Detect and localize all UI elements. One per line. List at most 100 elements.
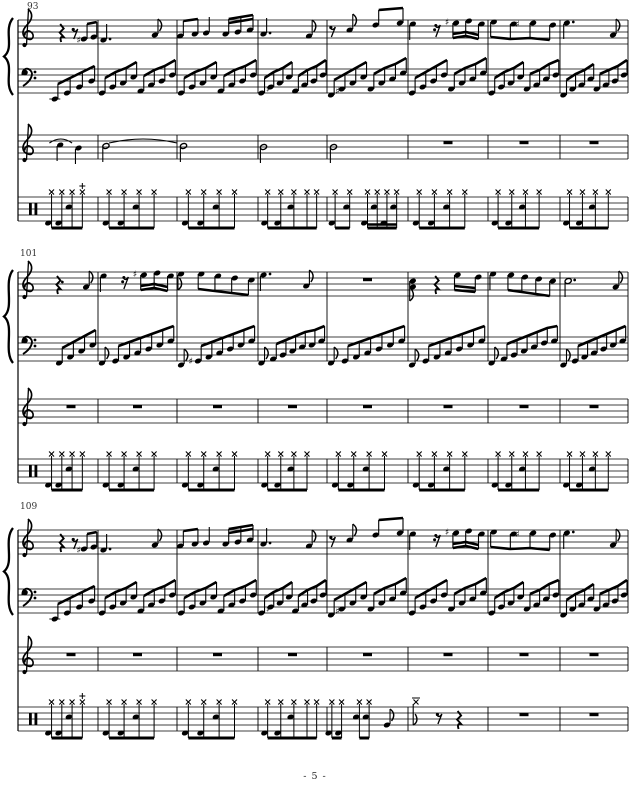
svg-text:♯: ♯	[133, 270, 137, 280]
measure	[133, 653, 142, 657]
treble-clef-icon	[22, 518, 34, 558]
percussion-clef-icon	[29, 203, 38, 215]
measure	[327, 324, 406, 366]
measure	[181, 699, 238, 740]
measure: ♯	[327, 576, 407, 618]
measure: ♯	[409, 528, 485, 551]
measure	[488, 324, 558, 366]
measure	[560, 324, 627, 368]
measure	[408, 576, 487, 616]
staff-percussion	[18, 693, 629, 740]
measure	[519, 653, 529, 657]
measure	[328, 189, 400, 230]
svg-text:♯: ♯	[445, 18, 449, 28]
measure	[102, 189, 157, 230]
svg-text:♯: ♯	[77, 36, 81, 46]
measure	[412, 697, 464, 730]
measure: ♯	[258, 578, 327, 616]
measure	[363, 278, 372, 282]
measure	[560, 578, 628, 618]
measure	[491, 451, 543, 492]
measure	[177, 523, 254, 549]
measure: ♯	[58, 20, 98, 46]
measure	[261, 451, 310, 492]
system-1: ♯♯ ♯♯ ♯	[2, 6, 629, 230]
measure: ♯	[58, 530, 98, 556]
measure	[519, 713, 529, 717]
measure	[288, 653, 297, 657]
treble-clef-icon	[22, 8, 34, 48]
measure	[179, 142, 188, 162]
svg-text:♯: ♯	[77, 546, 81, 556]
measure-number: 101	[20, 249, 38, 259]
measure	[589, 141, 599, 145]
measure	[325, 699, 395, 740]
measure	[133, 405, 142, 409]
treble-clef-icon	[22, 123, 34, 163]
measure	[408, 324, 486, 368]
bass-clef-icon	[21, 67, 37, 87]
measure	[66, 405, 76, 409]
staff-treble: ♯	[18, 260, 629, 361]
measure	[563, 528, 621, 549]
measure	[49, 64, 96, 102]
svg-text:♯: ♯	[335, 607, 339, 617]
measure	[260, 528, 317, 549]
measure	[563, 189, 612, 230]
measure: ♯	[490, 19, 556, 42]
measure	[443, 653, 453, 657]
measure	[213, 653, 222, 657]
measure	[98, 58, 177, 96]
measure	[363, 405, 372, 409]
measure-number: 109	[20, 502, 38, 512]
measure	[443, 141, 453, 145]
staff-treble	[18, 387, 629, 427]
measure	[589, 713, 599, 717]
measure: ♯	[258, 58, 327, 96]
measure	[45, 183, 86, 230]
measure	[329, 6, 404, 38]
measure	[589, 653, 599, 657]
measure	[259, 269, 314, 291]
measure	[491, 189, 543, 230]
svg-text:♯: ♯	[445, 528, 449, 538]
measure	[177, 58, 257, 96]
measure	[102, 451, 157, 492]
measure: ♯	[409, 18, 485, 41]
system-3: ♯♯ ♯♯ ♯	[2, 516, 629, 740]
measure	[329, 516, 404, 548]
measure	[100, 528, 163, 553]
measure	[363, 653, 372, 657]
measure: ♯	[327, 56, 407, 98]
measure	[181, 451, 238, 492]
measure	[102, 699, 157, 740]
staff-percussion	[18, 451, 629, 492]
measure	[261, 699, 320, 740]
percussion-clef-icon	[29, 465, 38, 477]
measure	[55, 328, 97, 366]
measure	[98, 578, 177, 616]
svg-text:♯: ♯	[515, 20, 519, 30]
measure: ♯	[490, 529, 556, 552]
measure	[177, 578, 257, 616]
measure	[563, 451, 612, 492]
staff-bass: ♯	[18, 324, 628, 368]
measure	[408, 56, 487, 96]
measure	[66, 653, 76, 657]
measure	[260, 18, 317, 39]
measure	[49, 138, 82, 164]
measure	[49, 584, 96, 622]
svg-text:♯: ♯	[266, 605, 270, 615]
staff-bass: ♯ ♯	[18, 576, 628, 622]
measure	[258, 324, 326, 366]
staff-treble	[18, 123, 629, 164]
measure	[45, 451, 86, 492]
measure	[488, 578, 560, 616]
measure	[488, 58, 560, 96]
measure	[564, 270, 624, 297]
measure	[261, 189, 320, 230]
measure: ♯	[177, 324, 256, 368]
measure	[563, 18, 621, 39]
staff-treble	[18, 635, 629, 675]
